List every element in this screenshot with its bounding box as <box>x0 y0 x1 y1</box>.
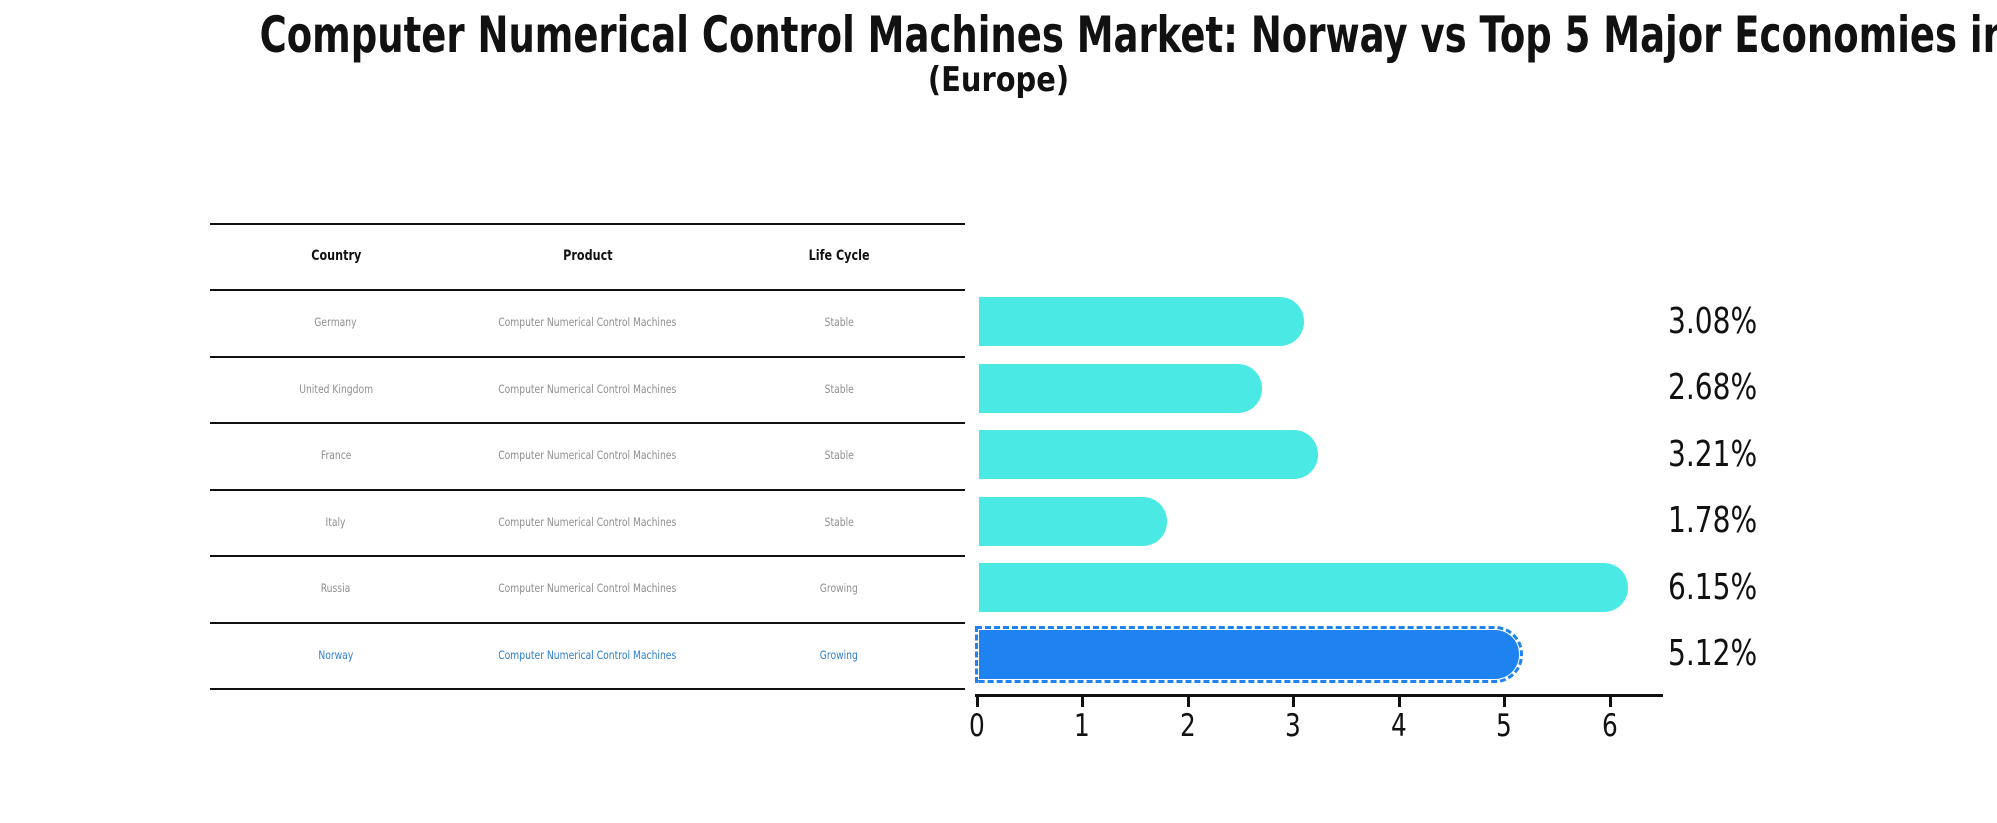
table-rule <box>210 555 965 557</box>
chart-title: Computer Numerical Control Machines Mark… <box>259 6 1997 64</box>
table-row-united-kingdom: United Kingdom Computer Numerical Contro… <box>210 356 965 422</box>
cell-country: France <box>320 448 352 462</box>
bar-russia <box>979 563 1628 612</box>
bar-italy <box>979 497 1167 546</box>
x-axis-tick-label: 2 <box>1180 708 1196 744</box>
cell-life-cycle: Stable <box>824 448 854 462</box>
table-row-russia: Russia Computer Numerical Control Machin… <box>210 555 965 621</box>
cell-country: Italy <box>325 515 346 529</box>
x-axis-tick-label: 1 <box>1074 708 1090 744</box>
cell-product: Computer Numerical Control Machines <box>498 648 677 662</box>
country-table: Country Product Life Cycle Germany Compu… <box>210 223 965 691</box>
x-axis-tick <box>1187 697 1190 707</box>
x-axis-tick <box>1398 697 1401 707</box>
cell-country: Norway <box>318 648 354 662</box>
table-row-france: France Computer Numerical Control Machin… <box>210 422 965 488</box>
cell-country: United Kingdom <box>298 382 373 396</box>
table-rule <box>210 622 965 624</box>
x-axis-tick-label: 4 <box>1391 708 1407 744</box>
cell-product: Computer Numerical Control Machines <box>498 515 677 529</box>
x-axis-tick <box>1609 697 1612 707</box>
chart-subtitle: (Europe) <box>927 60 1070 100</box>
x-axis-tick <box>1503 697 1506 707</box>
table-row-italy: Italy Computer Numerical Control Machine… <box>210 489 965 555</box>
bar-value-label: 5.12% <box>1668 633 1758 674</box>
cell-product: Computer Numerical Control Machines <box>498 581 677 595</box>
bar-value-label: 2.68% <box>1668 367 1758 408</box>
bar-value-label: 3.08% <box>1668 301 1758 342</box>
table-row-norway: Norway Computer Numerical Control Machin… <box>210 622 965 688</box>
table-row-germany: Germany Computer Numerical Control Machi… <box>210 289 965 355</box>
bar-value-label: 6.15% <box>1668 567 1758 608</box>
x-axis-tick <box>1081 697 1084 707</box>
cell-life-cycle: Stable <box>824 382 854 396</box>
bar-value-label: 3.21% <box>1668 434 1758 475</box>
bar-value-label: 1.78% <box>1668 500 1758 541</box>
column-header-product: Product <box>562 248 613 264</box>
table-rule <box>210 289 965 291</box>
cell-country: Russia <box>321 581 351 595</box>
table-rule <box>210 223 965 225</box>
bar-france <box>979 430 1318 479</box>
x-axis-tick <box>1292 697 1295 707</box>
column-header-country: Country <box>310 248 361 264</box>
table-header-row: Country Product Life Cycle <box>210 223 965 289</box>
bar-germany <box>979 297 1304 346</box>
table-rule <box>210 356 965 358</box>
x-axis-tick-label: 3 <box>1285 708 1301 744</box>
column-header-life-cycle: Life Cycle <box>808 248 870 264</box>
cell-product: Computer Numerical Control Machines <box>498 382 677 396</box>
table-rule <box>210 688 965 690</box>
table-rule <box>210 422 965 424</box>
cell-product: Computer Numerical Control Machines <box>498 448 677 462</box>
cell-country: Germany <box>314 315 357 329</box>
x-axis-line <box>975 694 1663 697</box>
x-axis-tick-label: 6 <box>1602 708 1618 744</box>
cell-life-cycle: Stable <box>824 315 854 329</box>
table-rule <box>210 489 965 491</box>
cell-life-cycle: Growing <box>820 581 859 595</box>
x-axis-tick-label: 5 <box>1496 708 1512 744</box>
bar-norway-highlighted <box>975 626 1523 683</box>
x-axis-tick <box>976 697 979 707</box>
cell-life-cycle: Stable <box>824 515 854 529</box>
x-axis-tick-label: 0 <box>969 708 985 744</box>
cell-product: Computer Numerical Control Machines <box>498 315 677 329</box>
bar-united-kingdom <box>979 364 1262 413</box>
cell-life-cycle: Growing <box>820 648 859 662</box>
